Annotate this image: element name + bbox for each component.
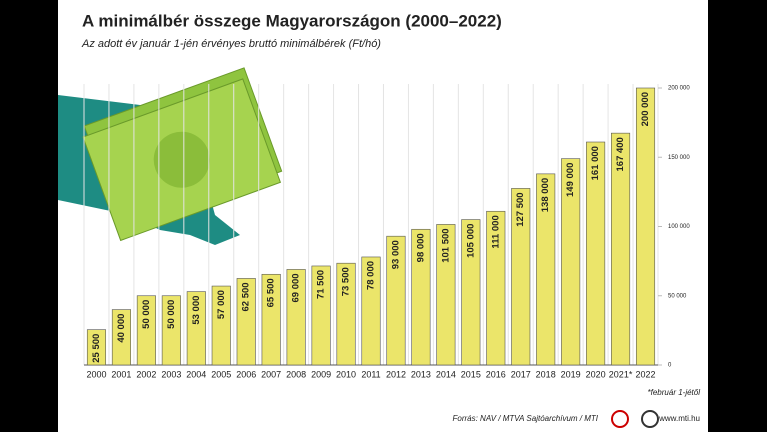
value-label: 71 500 bbox=[316, 270, 327, 299]
x-tick-label: 2005 bbox=[211, 369, 231, 379]
value-label: 161 000 bbox=[590, 146, 601, 180]
x-tick-label: 2011 bbox=[361, 369, 380, 379]
x-tick-label: 2017 bbox=[511, 369, 531, 379]
x-tick-label: 2003 bbox=[161, 369, 181, 379]
bar bbox=[411, 228, 431, 366]
bar bbox=[386, 235, 406, 366]
logo bbox=[611, 410, 629, 428]
y-tick-label: 0 bbox=[668, 363, 672, 369]
bar bbox=[561, 158, 581, 366]
bar bbox=[586, 141, 606, 366]
bar bbox=[286, 269, 306, 366]
value-label: 101 500 bbox=[440, 228, 451, 262]
y-tick-label: 200 000 bbox=[668, 86, 690, 92]
value-label: 149 000 bbox=[565, 163, 576, 197]
value-label: 127 500 bbox=[515, 192, 526, 226]
bar bbox=[361, 256, 381, 366]
y-tick-label: 150 000 bbox=[668, 155, 690, 161]
x-tick-label: 2006 bbox=[236, 369, 256, 379]
value-label: 50 000 bbox=[141, 300, 152, 329]
x-tick-label: 2016 bbox=[486, 369, 506, 379]
bar bbox=[136, 295, 156, 366]
x-tick-label: 2004 bbox=[186, 369, 206, 379]
x-tick-label: 2014 bbox=[436, 369, 456, 379]
value-label: 62 500 bbox=[241, 282, 252, 311]
value-label: 25 500 bbox=[91, 334, 102, 363]
x-tick-label: 2001 bbox=[111, 369, 131, 379]
x-tick-label: 2007 bbox=[261, 369, 281, 379]
value-label: 105 000 bbox=[465, 224, 476, 258]
value-label: 40 000 bbox=[116, 314, 127, 343]
bar bbox=[486, 210, 506, 366]
bar bbox=[311, 265, 331, 366]
value-label: 93 000 bbox=[390, 240, 401, 269]
logo bbox=[641, 410, 659, 428]
x-tick-label: 2000 bbox=[86, 369, 106, 379]
bar bbox=[511, 188, 531, 366]
bar bbox=[261, 273, 281, 366]
bar bbox=[461, 219, 481, 366]
bar bbox=[86, 329, 107, 366]
x-tick-label: 2019 bbox=[561, 369, 581, 379]
value-label: 200 000 bbox=[640, 92, 651, 126]
bar bbox=[186, 291, 206, 366]
x-tick-label: 2013 bbox=[411, 369, 431, 379]
value-label: 57 000 bbox=[216, 290, 227, 319]
x-tick-label: 2020 bbox=[586, 369, 606, 379]
y-tick-label: 100 000 bbox=[668, 224, 690, 230]
x-tick-label: 2002 bbox=[136, 369, 156, 379]
x-tick-label: 2009 bbox=[311, 369, 331, 379]
value-label: 111 000 bbox=[490, 215, 501, 248]
value-label: 50 000 bbox=[166, 300, 177, 329]
bar bbox=[336, 262, 356, 366]
x-tick-label: 2010 bbox=[336, 369, 356, 379]
bar bbox=[211, 285, 231, 366]
value-label: 73 500 bbox=[341, 267, 352, 296]
value-label: 98 000 bbox=[415, 233, 426, 262]
chart-title: A minimálbér összege Magyarországon (200… bbox=[82, 11, 502, 30]
bar bbox=[635, 87, 656, 366]
value-label: 167 400 bbox=[615, 137, 626, 171]
y-tick-label: 50 000 bbox=[668, 293, 687, 299]
value-label: 53 000 bbox=[191, 296, 202, 325]
footnote: *február 1-jétől bbox=[648, 388, 701, 397]
x-tick-label: 2012 bbox=[386, 369, 406, 379]
bar bbox=[236, 278, 256, 366]
x-tick-label: 2022 bbox=[636, 369, 656, 379]
x-tick-label: 2015 bbox=[461, 369, 481, 379]
x-tick-label: 2008 bbox=[286, 369, 306, 379]
chart-subtitle: Az adott év január 1-jén érvényes bruttó… bbox=[81, 38, 381, 50]
value-label: 65 500 bbox=[266, 278, 277, 307]
value-label: 138 000 bbox=[540, 178, 551, 212]
x-tick-label: 2018 bbox=[536, 369, 556, 379]
value-label: 78 000 bbox=[366, 261, 377, 290]
x-tick-label: 2021* bbox=[609, 369, 633, 379]
bar bbox=[611, 132, 631, 366]
bar bbox=[436, 224, 456, 366]
website: www.mti.hu bbox=[658, 414, 700, 423]
value-label: 69 000 bbox=[291, 273, 302, 302]
bar bbox=[161, 295, 181, 366]
bar bbox=[536, 173, 556, 366]
bar bbox=[111, 309, 131, 366]
source: Forrás: NAV / MTVA Sajtóarchívum / MTI bbox=[452, 414, 598, 423]
